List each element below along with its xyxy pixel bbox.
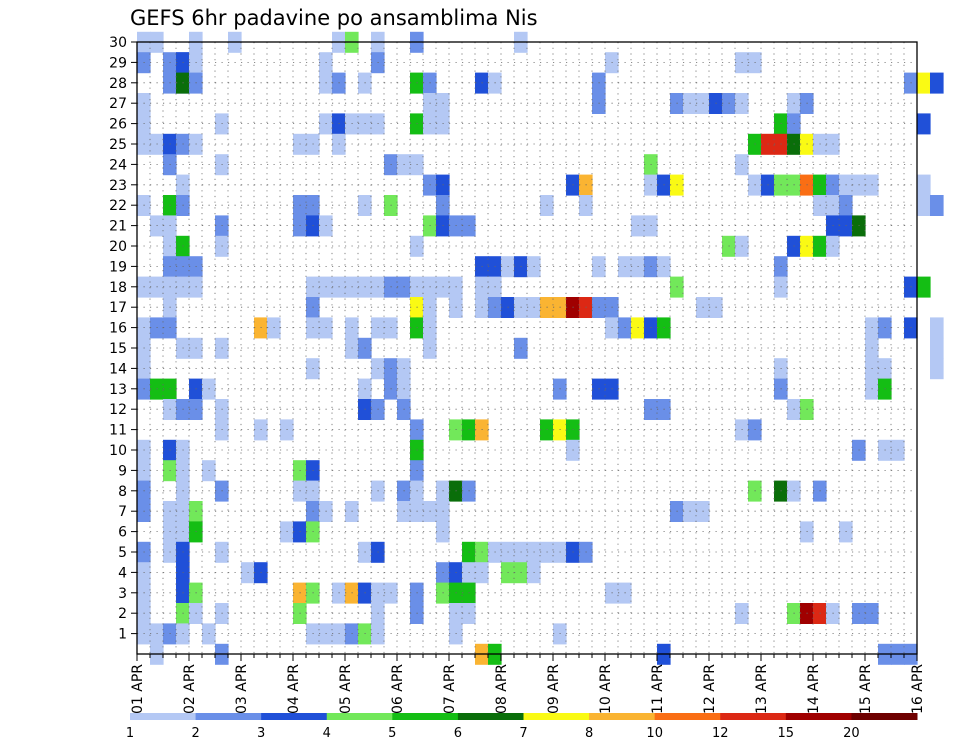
legend-label: 4 xyxy=(323,726,331,741)
x-tick-label: 12 APR xyxy=(702,664,718,714)
x-tick-label: 10 APR xyxy=(598,664,614,714)
legend-swatch xyxy=(261,713,328,720)
y-tick-label: 10 xyxy=(109,443,127,459)
legend-swatch xyxy=(130,713,197,720)
legend-label: 12 xyxy=(712,726,729,741)
x-tick-label: 03 APR xyxy=(234,664,250,714)
legend-label: 8 xyxy=(585,726,593,741)
legend-label: 2 xyxy=(191,726,199,741)
y-tick-label: 9 xyxy=(118,463,127,479)
y-tick-label: 13 xyxy=(109,382,127,398)
y-tick-label: 23 xyxy=(109,178,127,194)
legend-label: 5 xyxy=(388,726,396,741)
y-tick-label: 26 xyxy=(109,117,127,133)
y-tick-label: 4 xyxy=(118,565,127,581)
heatmap-cell xyxy=(917,195,931,216)
y-tick-label: 24 xyxy=(109,157,127,173)
heatmap-cell xyxy=(917,113,931,135)
x-tick-label: 14 APR xyxy=(806,664,822,714)
legend-label: 20 xyxy=(843,726,860,741)
y-tick-label: 3 xyxy=(118,586,127,602)
y-tick-label: 28 xyxy=(109,76,127,92)
y-tick-label: 21 xyxy=(109,219,127,235)
legend-swatch xyxy=(654,713,721,720)
heatmap-cell xyxy=(917,276,931,298)
legend-swatch xyxy=(589,713,656,720)
y-tick-label: 1 xyxy=(118,627,127,643)
heatmap-cell xyxy=(930,317,944,339)
heatmap-cell xyxy=(930,72,944,94)
legend-swatch xyxy=(523,713,590,720)
x-tick-label: 02 APR xyxy=(182,664,198,714)
y-tick-label: 5 xyxy=(118,545,127,561)
legend-label: 6 xyxy=(454,726,462,741)
y-tick-label: 18 xyxy=(109,280,127,296)
y-tick-label: 15 xyxy=(109,341,127,357)
heatmap-cell xyxy=(917,72,931,94)
y-tick-label: 6 xyxy=(118,525,127,541)
legend-label: 15 xyxy=(778,726,795,741)
x-tick-label: 07 APR xyxy=(442,664,458,714)
y-tick-label: 16 xyxy=(109,321,127,337)
chart-title: GEFS 6hr padavine po ansamblima Nis xyxy=(130,6,538,30)
heatmap-cell xyxy=(930,337,944,359)
x-tick-label: 11 APR xyxy=(650,664,666,714)
x-tick-label: 05 APR xyxy=(338,664,354,714)
x-tick-label: 09 APR xyxy=(546,664,562,714)
x-tick-label: 04 APR xyxy=(286,664,302,714)
y-tick-label: 30 xyxy=(109,35,127,51)
legend-swatch xyxy=(720,713,787,720)
y-tick-label: 14 xyxy=(109,361,127,377)
y-tick-label: 2 xyxy=(118,606,127,622)
legend-swatch xyxy=(457,713,524,720)
y-tick-label: 7 xyxy=(118,504,127,520)
y-tick-label: 20 xyxy=(109,239,127,255)
legend-label: 3 xyxy=(257,726,265,741)
legend-swatch xyxy=(785,713,852,720)
legend-swatch xyxy=(195,713,262,720)
legend-swatch xyxy=(326,713,393,720)
y-tick-label: 17 xyxy=(109,300,127,316)
heatmap-cell xyxy=(917,174,931,196)
heatmap-cell xyxy=(930,358,944,380)
legend-label: 7 xyxy=(519,726,527,741)
x-tick-label: 13 APR xyxy=(754,664,770,714)
x-tick-label: 01 APR xyxy=(130,664,146,714)
y-tick-label: 29 xyxy=(109,55,127,71)
y-tick-label: 11 xyxy=(109,423,127,439)
y-tick-label: 19 xyxy=(109,259,127,275)
y-tick-label: 22 xyxy=(109,198,127,214)
x-tick-label: 08 APR xyxy=(494,664,510,714)
x-tick-label: 16 APR xyxy=(910,664,926,714)
x-tick-label: 06 APR xyxy=(390,664,406,714)
y-tick-label: 27 xyxy=(109,96,127,112)
y-tick-label: 12 xyxy=(109,402,127,418)
heatmap-cell xyxy=(930,195,944,216)
legend-swatch xyxy=(851,713,918,720)
legend-label: 1 xyxy=(126,726,134,741)
y-tick-label: 25 xyxy=(109,137,127,153)
legend-label: 10 xyxy=(646,726,663,741)
x-tick-label: 15 APR xyxy=(858,664,874,714)
legend-swatch xyxy=(392,713,459,720)
y-tick-label: 8 xyxy=(118,484,127,500)
